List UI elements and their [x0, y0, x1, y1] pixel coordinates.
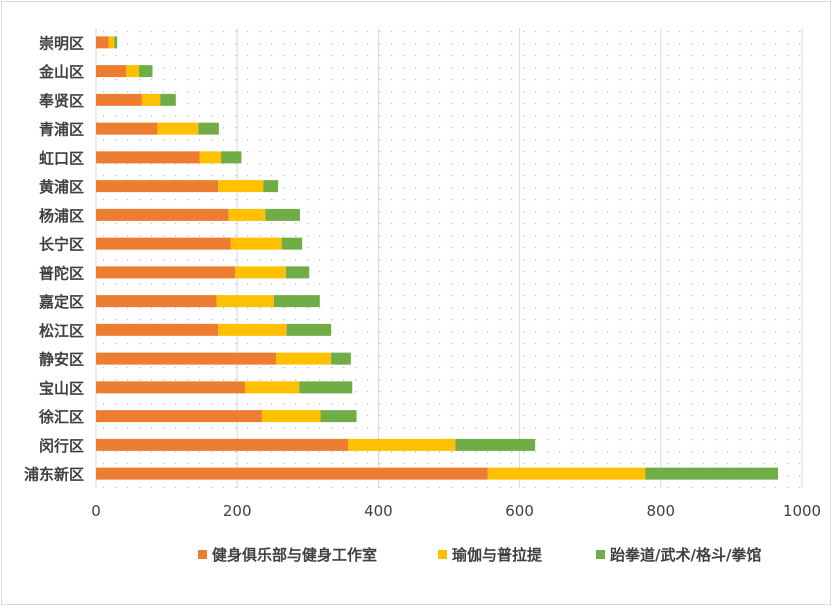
category-label: 黄浦区 — [39, 178, 84, 196]
bar-segment — [96, 65, 127, 78]
legend-swatch — [198, 550, 207, 559]
bar-segment — [276, 352, 332, 365]
bar-segment — [96, 151, 200, 164]
bar-segment — [198, 122, 219, 135]
bar-segment — [273, 295, 320, 308]
bar-segment — [218, 323, 287, 336]
x-tick-label: 400 — [364, 502, 393, 520]
bar-segment — [96, 352, 277, 365]
x-tick-labels: 0 200 400 600 800 1000 — [91, 502, 821, 520]
x-tick-label: 0 — [91, 502, 101, 520]
category-label: 宝山区 — [39, 379, 84, 397]
bar-segment — [230, 237, 282, 250]
bar-segment — [108, 36, 115, 49]
bar-segment — [96, 122, 158, 135]
legend-label: 健身俱乐部与健身工作室 — [212, 546, 377, 564]
bar-segment — [299, 381, 353, 394]
bar-segment — [199, 151, 221, 164]
bar-segment — [261, 410, 321, 423]
bar-segment — [96, 323, 219, 336]
bar-segment — [96, 266, 236, 279]
category-label: 青浦区 — [39, 121, 84, 139]
bar-segment — [96, 295, 217, 308]
x-tick-label: 1000 — [783, 502, 821, 520]
legend-swatch — [438, 550, 447, 559]
category-label: 金山区 — [38, 63, 84, 81]
bar-segment — [96, 237, 231, 250]
category-label: 浦东新区 — [24, 466, 84, 484]
category-label: 徐汇区 — [38, 408, 84, 426]
bar-segment — [126, 65, 140, 78]
legend-label: 跆拳道/武术/格斗/拳馆 — [610, 546, 761, 564]
bar-segment — [331, 352, 351, 365]
bar-segment — [96, 208, 229, 221]
x-tick-label: 600 — [505, 502, 534, 520]
bar-segment — [96, 410, 262, 423]
category-label: 静安区 — [39, 351, 84, 369]
bar-segment — [114, 36, 118, 49]
bar-segment — [96, 438, 349, 451]
bar-segment — [265, 208, 301, 221]
bar-segment — [139, 65, 153, 78]
bar-segment — [160, 93, 176, 106]
bar-segment — [487, 467, 646, 480]
category-label: 松江区 — [39, 322, 84, 340]
bar-segment — [96, 381, 245, 394]
bar-segment — [263, 180, 279, 193]
category-label: 闵行区 — [39, 437, 84, 455]
bar-segment — [281, 237, 303, 250]
bar-segment — [244, 381, 300, 394]
legend-swatch — [596, 550, 605, 559]
x-tick-label: 200 — [223, 502, 252, 520]
category-label: 杨浦区 — [39, 207, 84, 225]
bar-segment — [228, 208, 266, 221]
bar-segment — [96, 467, 488, 480]
category-label: 崇明区 — [39, 34, 84, 52]
bar-segment — [220, 151, 242, 164]
bar-segment — [216, 295, 274, 308]
bar-segment — [96, 180, 219, 193]
bars — [96, 36, 778, 480]
legend-label: 瑜伽与普拉提 — [452, 546, 543, 564]
bar-segment — [157, 122, 199, 135]
bar-segment — [235, 266, 286, 279]
bar-segment — [348, 438, 456, 451]
bar-segment — [455, 438, 536, 451]
category-label: 虹口区 — [39, 149, 84, 167]
bar-segment — [96, 93, 142, 106]
category-label: 普陀区 — [39, 264, 84, 282]
legend: 健身俱乐部与健身工作室 瑜伽与普拉提 跆拳道/武术/格斗/拳馆 — [198, 546, 761, 564]
bar-segment — [141, 93, 161, 106]
bar-segment — [320, 410, 357, 423]
category-label: 嘉定区 — [38, 293, 84, 311]
bar-segment — [218, 180, 264, 193]
bar-segment — [285, 266, 310, 279]
category-labels: 崇明区金山区奉贤区青浦区虹口区黄浦区杨浦区长宁区普陀区嘉定区松江区静安区宝山区徐… — [24, 34, 84, 483]
bar-segment — [645, 467, 778, 480]
category-label: 奉贤区 — [38, 92, 84, 110]
category-label: 长宁区 — [39, 236, 84, 254]
x-tick-label: 800 — [646, 502, 675, 520]
bar-segment — [96, 36, 109, 49]
bar-segment — [286, 323, 332, 336]
